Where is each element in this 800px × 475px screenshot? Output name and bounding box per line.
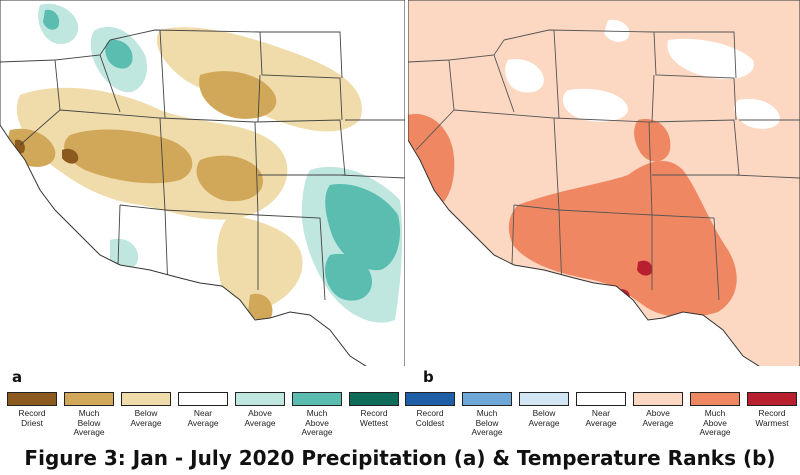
legend-item-much-above-temp: Much Above Average [687, 392, 743, 438]
much-above-average-region [325, 184, 400, 271]
below-average-region [217, 215, 303, 311]
legend-item-record-driest: Record Driest [4, 392, 60, 428]
legend-item-above-precip: Above Average [232, 392, 288, 428]
legend-label: Much Above Average [301, 408, 333, 437]
legend-swatch [235, 392, 285, 406]
legend-swatch [178, 392, 228, 406]
legend-item-record-coldest: Record Coldest [402, 392, 458, 428]
legend-label: Above Average [244, 408, 276, 428]
near-average-region [604, 19, 630, 42]
legend-label: Much Above Average [699, 408, 731, 437]
much-below-average-region [248, 293, 273, 322]
legend-item-below-precip: Below Average [118, 392, 174, 428]
legend-item-much-below-precip: Much Below Average [61, 392, 117, 438]
legend-item-record-warmest: Record Warmest [744, 392, 800, 428]
temperature-map-svg [408, 0, 800, 366]
legend-swatch [747, 392, 797, 406]
legend-swatch [519, 392, 569, 406]
legend-swatch [462, 392, 512, 406]
legend-item-near-precip: Near Average [175, 392, 231, 428]
above-average-region [110, 238, 139, 270]
much-above-average-region [508, 160, 737, 318]
legend-label: Much Below Average [73, 408, 105, 437]
panel-letter-b: b [423, 368, 434, 386]
legend-item-record-wettest: Record Wettest [346, 392, 402, 428]
panel-letter-a: a [12, 368, 23, 386]
legend-item-below-temp: Below Average [516, 392, 572, 428]
record-driest-region [62, 148, 79, 164]
legend-swatch [690, 392, 740, 406]
temperature-map [408, 0, 800, 366]
legend-swatch [7, 392, 57, 406]
much-above-average-region [105, 39, 133, 69]
legend-label: Near Average [585, 408, 617, 428]
near-average-region [505, 59, 544, 93]
legend-item-much-above-precip: Much Above Average [289, 392, 345, 438]
legend-label: Near Average [187, 408, 219, 428]
legend-label: Record Warmest [755, 408, 789, 428]
legend-swatch [121, 392, 171, 406]
much-above-average-region [634, 119, 671, 162]
much-below-average-region [196, 155, 263, 202]
legend: Record Driest Much Below Average Below A… [0, 392, 800, 446]
legend-swatch [64, 392, 114, 406]
legend-swatch [633, 392, 683, 406]
legend-swatch [405, 392, 455, 406]
figure-caption: Figure 3: Jan - July 2020 Precipitation … [24, 446, 776, 470]
precipitation-map [0, 0, 405, 366]
near-average-region [734, 98, 780, 129]
legend-label: Below Average [528, 408, 560, 428]
legend-item-near-temp: Near Average [573, 392, 629, 428]
much-above-average-region [325, 253, 373, 301]
legend-item-much-below-temp: Much Below Average [459, 392, 515, 438]
legend-label: Record Wettest [359, 408, 389, 428]
record-warmest-region [637, 260, 653, 276]
near-average-region [667, 38, 754, 80]
legend-label: Much Below Average [471, 408, 503, 437]
legend-label: Above Average [642, 408, 674, 428]
legend-swatch [292, 392, 342, 406]
legend-label: Record Driest [18, 408, 46, 428]
near-average-region [562, 88, 628, 122]
much-below-average-region [199, 71, 277, 119]
much-below-average-region [64, 129, 193, 184]
legend-item-above-temp: Above Average [630, 392, 686, 428]
legend-swatch [576, 392, 626, 406]
legend-swatch [349, 392, 399, 406]
much-above-average-region [43, 9, 60, 30]
legend-label: Below Average [130, 408, 162, 428]
precipitation-map-svg [0, 0, 405, 366]
legend-label: Record Coldest [415, 408, 445, 428]
